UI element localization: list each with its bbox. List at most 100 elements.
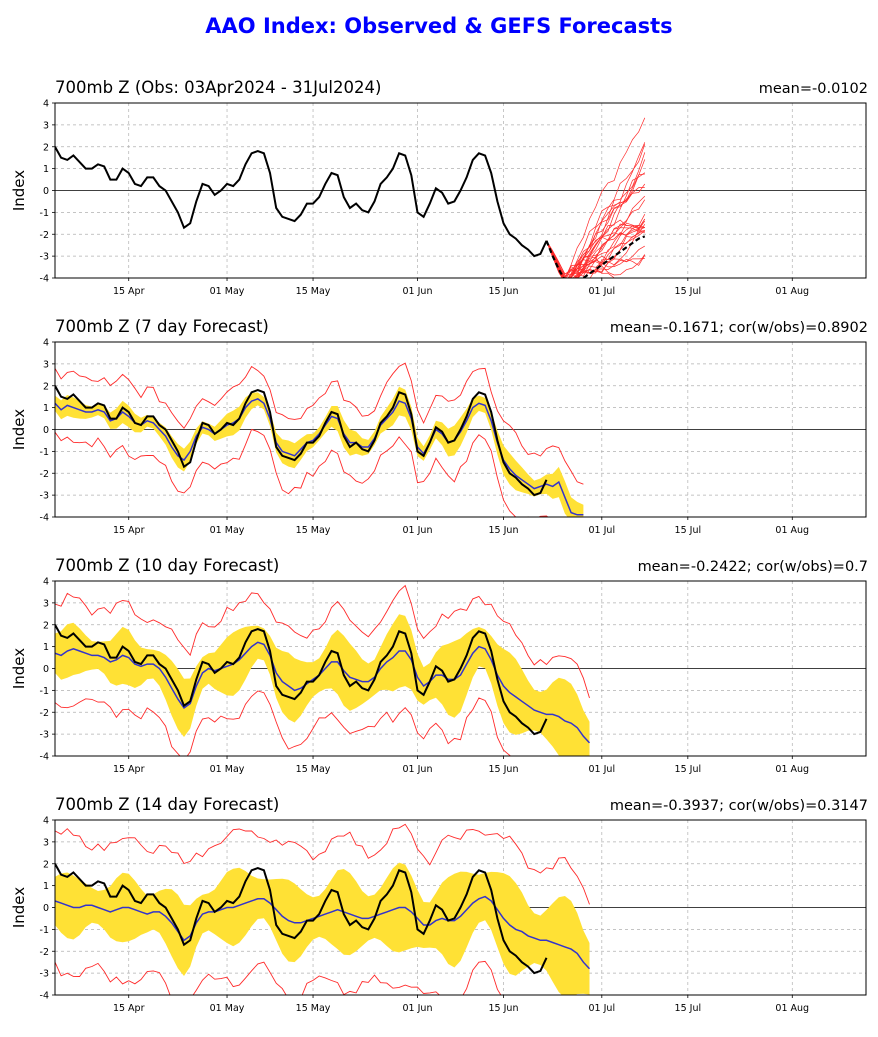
panel-stats: mean=-0.3937; cor(w/obs)=0.3147 xyxy=(609,798,868,814)
y-tick-label: -1 xyxy=(40,925,49,936)
x-tick-label: 15 Apr xyxy=(113,525,145,536)
panel-stats: mean=-0.2422; cor(w/obs)=0.7 xyxy=(637,559,868,575)
y-tick-label: -2 xyxy=(40,947,49,958)
y-tick-label: 1 xyxy=(43,881,49,892)
ensemble-member-line xyxy=(546,227,645,278)
y-tick-label: 2 xyxy=(43,381,49,392)
panel-10day: 700mb Z (10 day Forecast) mean=-0.2422; … xyxy=(0,556,878,798)
panel-title: 700mb Z (Obs: 03Apr2024 - 31Jul2024) xyxy=(55,78,382,97)
x-tick-label: 15 May xyxy=(296,525,331,536)
y-tick-label: 2 xyxy=(43,620,49,631)
ensemble-min-line xyxy=(55,960,502,995)
ensemble-member-line xyxy=(546,230,645,278)
y-tick-label: 2 xyxy=(43,142,49,153)
x-tick-label: 01 Jun xyxy=(403,525,433,536)
y-tick-label: 4 xyxy=(43,338,49,349)
chart-svg: 4 3 2 1 0 -1 -2 -3 -4 15 Apr 01 May 15 May 01 Jun 15 … xyxy=(10,577,867,775)
observed-line xyxy=(55,624,548,736)
y-tick-label: 3 xyxy=(43,598,49,609)
ensemble-member-line xyxy=(546,240,646,278)
y-tick-label: 0 xyxy=(43,425,49,436)
chart-svg: 4 3 2 1 0 -1 -2 -3 -4 15 Apr 01 May 15 May 01 Jun 15 … xyxy=(10,99,867,297)
y-tick-label: -2 xyxy=(40,469,49,480)
y-tick-label: 4 xyxy=(43,577,49,588)
y-tick-label: 4 xyxy=(43,816,49,827)
x-tick-label: 01 Jun xyxy=(403,764,433,775)
ensemble-spread-band xyxy=(55,614,590,756)
y-tick-label: -1 xyxy=(40,208,49,219)
ensemble-max-line xyxy=(55,362,584,485)
x-tick-label: 01 Aug xyxy=(775,764,809,775)
panel-title: 700mb Z (14 day Forecast) xyxy=(55,795,280,814)
y-tick-label: -4 xyxy=(40,991,49,1002)
ensemble-mean-line xyxy=(55,895,591,970)
plot-area xyxy=(55,823,591,995)
observed-line xyxy=(55,385,548,497)
y-tick-label: -3 xyxy=(40,491,49,502)
x-tick-label: 01 May xyxy=(210,764,245,775)
x-tick-label: 01 Jul xyxy=(589,286,616,297)
y-tick-label: 1 xyxy=(43,403,49,414)
x-tick-label: 15 Jul xyxy=(675,1003,702,1014)
x-tick-label: 01 Jun xyxy=(403,1003,433,1014)
panel-title: 700mb Z (10 day Forecast) xyxy=(55,556,280,575)
x-tick-label: 15 May xyxy=(296,286,331,297)
x-tick-label: 01 Aug xyxy=(775,525,809,536)
y-axis-label: Index xyxy=(10,170,28,211)
x-tick-label: 01 Aug xyxy=(775,1003,809,1014)
y-tick-label: 1 xyxy=(43,642,49,653)
ensemble-member-line xyxy=(546,152,646,278)
panel-observed: 700mb Z (Obs: 03Apr2024 - 31Jul2024) mea… xyxy=(0,78,878,320)
y-tick-label: -1 xyxy=(40,686,49,697)
ensemble-max-line xyxy=(55,823,590,905)
ensemble-member-line xyxy=(546,227,645,278)
y-tick-label: -3 xyxy=(40,730,49,741)
observed-line xyxy=(55,146,548,258)
main-title: AAO Index: Observed & GEFS Forecasts xyxy=(205,14,673,38)
y-tick-label: 3 xyxy=(43,120,49,131)
y-tick-label: 2 xyxy=(43,859,49,870)
x-tick-label: 01 May xyxy=(210,525,245,536)
chart-svg: 4 3 2 1 0 -1 -2 -3 -4 15 Apr 01 May 15 May 01 Jun 15 … xyxy=(10,816,867,1014)
ensemble-member-line xyxy=(546,183,646,278)
x-tick-label: 01 May xyxy=(210,1003,245,1014)
ensemble-mean-line xyxy=(55,641,591,744)
ensemble-spread-band xyxy=(55,862,590,995)
x-tick-label: 01 Jul xyxy=(589,764,616,775)
y-tick-label: -1 xyxy=(40,447,49,458)
plot-frame xyxy=(54,341,867,518)
y-tick-label: 0 xyxy=(43,186,49,197)
ensemble-member-line xyxy=(546,214,646,278)
y-tick-label: -4 xyxy=(40,752,49,763)
x-tick-label: 15 Apr xyxy=(113,764,145,775)
axes: 4 3 2 1 0 -1 -2 -3 -4 15 Apr 01 May 15 May 01 Jun 15 … xyxy=(10,338,866,536)
plot-frame xyxy=(54,102,867,279)
observed-line xyxy=(55,863,548,975)
y-tick-label: -3 xyxy=(40,252,49,263)
ensemble-max-line xyxy=(55,584,590,699)
y-tick-label: 3 xyxy=(43,359,49,370)
ensemble-min-line xyxy=(55,690,523,756)
panel-14day: 700mb Z (14 day Forecast) mean=-0.3937; … xyxy=(0,795,878,1037)
ensemble-min-line xyxy=(55,428,549,517)
y-tick-label: 1 xyxy=(43,164,49,175)
axes: 4 3 2 1 0 -1 -2 -3 -4 15 Apr 01 May 15 May 01 Jun 15 … xyxy=(10,99,866,297)
x-tick-label: 15 Jun xyxy=(489,1003,519,1014)
y-axis-label: Index xyxy=(10,409,28,450)
ensemble-member-line xyxy=(546,144,646,278)
ensemble-member-line xyxy=(546,218,646,278)
x-tick-label: 01 Jun xyxy=(403,286,433,297)
panel-stats: mean=-0.1671; cor(w/obs)=0.8902 xyxy=(609,320,868,336)
y-tick-label: -2 xyxy=(40,708,49,719)
x-tick-label: 15 Apr xyxy=(113,286,145,297)
panel-stats: mean=-0.0102 xyxy=(758,81,868,97)
y-tick-label: -4 xyxy=(40,274,49,285)
y-tick-label: 3 xyxy=(43,837,49,848)
plot-area xyxy=(55,362,584,517)
x-tick-label: 15 Jul xyxy=(675,286,702,297)
ensemble-member-line xyxy=(546,199,646,278)
x-tick-label: 15 Jun xyxy=(489,525,519,536)
ensemble-member-line xyxy=(546,159,646,278)
x-tick-label: 15 Jun xyxy=(489,286,519,297)
y-tick-label: -4 xyxy=(40,513,49,524)
